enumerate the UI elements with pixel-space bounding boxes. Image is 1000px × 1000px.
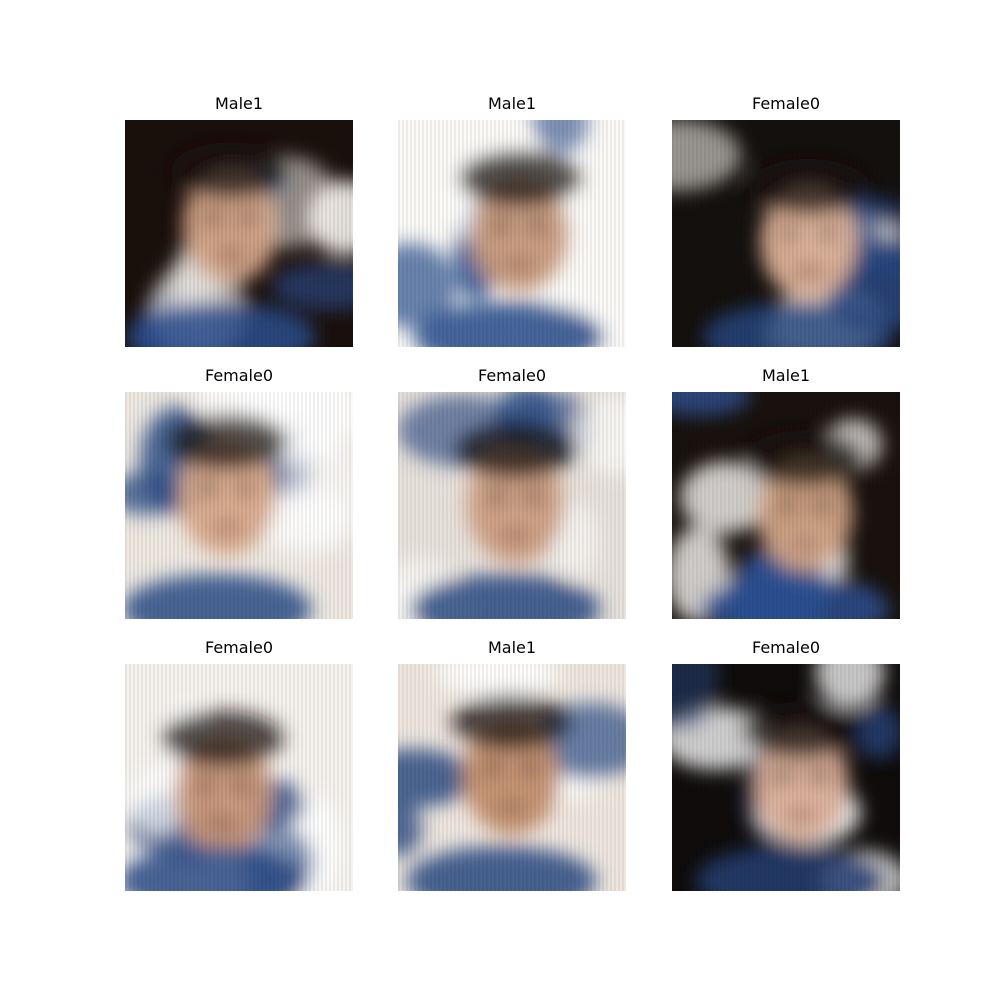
generated-face-image (125, 392, 353, 619)
generated-face-image (398, 120, 626, 347)
grid-cell: Male1 (672, 364, 900, 619)
cell-title: Male1 (487, 94, 537, 113)
generated-face-image (672, 392, 900, 619)
generated-face-image (398, 664, 626, 891)
grid-cell: Female0 (125, 364, 353, 619)
cell-title: Female0 (477, 366, 547, 385)
cell-title: Female0 (751, 638, 821, 657)
grid-cell: Female0 (398, 364, 626, 619)
grid-cell: Female0 (672, 92, 900, 347)
generated-face-image (672, 120, 900, 347)
cell-title: Female0 (204, 638, 274, 657)
generated-face-image (398, 392, 626, 619)
generated-face-image (125, 664, 353, 891)
grid-cell: Female0 (125, 636, 353, 891)
cell-title: Male1 (761, 366, 811, 385)
cell-title: Male1 (214, 94, 264, 113)
grid-cell: Male1 (398, 92, 626, 347)
generated-face-image (125, 120, 353, 347)
cell-title: Female0 (204, 366, 274, 385)
cell-title: Male1 (487, 638, 537, 657)
generated-face-image (672, 664, 900, 891)
grid-cell: Female0 (672, 636, 900, 891)
grid-cell: Male1 (125, 92, 353, 347)
grid-cell: Male1 (398, 636, 626, 891)
cell-title: Female0 (751, 94, 821, 113)
